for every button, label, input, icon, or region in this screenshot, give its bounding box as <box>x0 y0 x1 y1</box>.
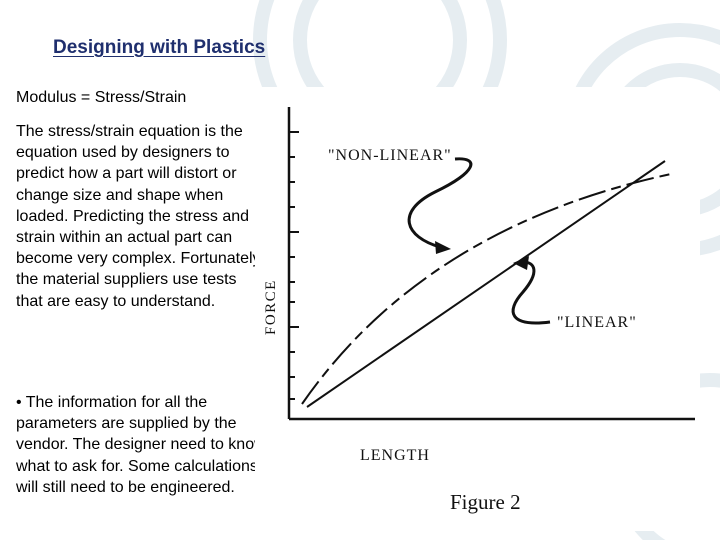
linear-label: "LINEAR" <box>557 314 637 331</box>
stress-strain-figure: "NON-LINEAR" "LINEAR" FORCE LENGTH Figur… <box>255 87 700 531</box>
body-paragraph: The stress/strain equation is the equati… <box>16 123 264 310</box>
non-linear-label: "NON-LINEAR" <box>328 147 452 164</box>
x-axis-label: LENGTH <box>360 447 430 464</box>
non-linear-arrowhead <box>435 241 451 254</box>
y-axis-label: FORCE <box>263 279 279 335</box>
slide-subtitle: Modulus = Stress/Strain <box>16 89 187 106</box>
non-linear-curve <box>301 173 672 405</box>
linear-curve <box>306 160 666 408</box>
slide-title: Designing with Plastics <box>53 37 266 58</box>
non-linear-arrow <box>407 157 473 249</box>
bullet-paragraph: • The information for all the parameters… <box>16 394 266 496</box>
linear-arrow <box>511 260 551 325</box>
linear-arrowhead <box>513 256 529 270</box>
y-axis-ticks <box>289 131 299 400</box>
force-length-diagram: "NON-LINEAR" "LINEAR" FORCE LENGTH Figur… <box>263 107 695 514</box>
figure-caption: Figure 2 <box>450 490 521 514</box>
